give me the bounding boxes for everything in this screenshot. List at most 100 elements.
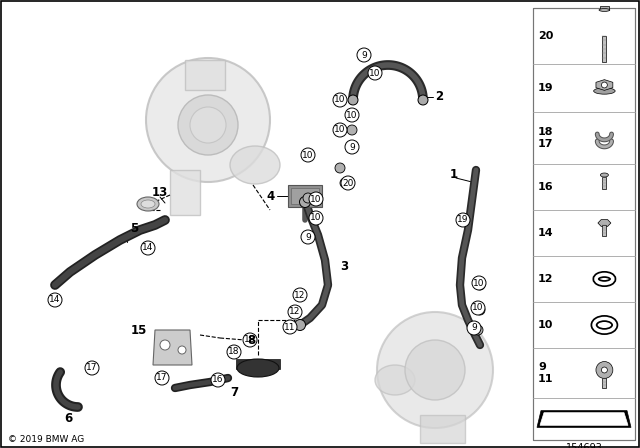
Text: 14: 14 (49, 296, 61, 305)
Circle shape (155, 371, 169, 385)
Ellipse shape (137, 197, 159, 211)
Text: 10: 10 (334, 125, 346, 134)
Circle shape (347, 143, 357, 153)
Text: 10: 10 (472, 303, 484, 313)
Text: 10: 10 (346, 111, 358, 120)
Text: 10: 10 (473, 279, 484, 288)
Text: 9: 9 (361, 51, 367, 60)
Circle shape (596, 362, 613, 379)
Ellipse shape (594, 88, 615, 94)
Bar (533, 64, 635, 112)
Text: 11: 11 (284, 323, 296, 332)
Text: 10: 10 (302, 151, 314, 159)
Circle shape (467, 321, 481, 335)
Circle shape (341, 176, 355, 190)
Ellipse shape (375, 365, 415, 395)
Circle shape (211, 373, 225, 387)
Polygon shape (153, 330, 192, 365)
Circle shape (310, 195, 320, 205)
Circle shape (602, 82, 607, 88)
Bar (533, 256, 635, 302)
Circle shape (293, 288, 307, 302)
Bar (420, 415, 465, 443)
Circle shape (309, 211, 323, 225)
Text: 12: 12 (294, 290, 306, 300)
Bar (602, 177, 607, 189)
Text: © 2019 BMW AG: © 2019 BMW AG (8, 435, 84, 444)
Circle shape (418, 95, 428, 105)
Text: 13: 13 (152, 186, 168, 199)
Bar (600, 7, 609, 10)
Text: 18
17: 18 17 (538, 127, 554, 149)
Bar (533, 302, 635, 348)
Text: 10: 10 (310, 214, 322, 223)
Text: 3: 3 (340, 260, 348, 273)
Text: 20: 20 (538, 31, 554, 41)
Ellipse shape (600, 173, 609, 177)
Text: 7: 7 (230, 385, 238, 399)
Circle shape (335, 163, 345, 173)
Circle shape (347, 125, 357, 135)
Text: 19: 19 (538, 83, 554, 93)
Circle shape (178, 95, 238, 155)
Circle shape (309, 192, 323, 206)
Text: 8: 8 (247, 333, 255, 346)
Text: 12: 12 (289, 307, 301, 316)
Text: 18: 18 (244, 336, 256, 345)
Bar (602, 379, 607, 388)
Circle shape (294, 319, 305, 331)
Circle shape (160, 340, 170, 350)
Circle shape (303, 193, 313, 203)
Text: 16: 16 (212, 375, 224, 384)
Circle shape (301, 148, 315, 162)
Bar (533, 8, 635, 440)
Bar (533, 112, 635, 164)
Circle shape (475, 280, 485, 290)
Circle shape (602, 367, 607, 373)
Text: 15: 15 (131, 323, 147, 336)
Bar (602, 36, 607, 62)
Text: 5: 5 (130, 221, 138, 234)
Circle shape (141, 241, 155, 255)
Circle shape (301, 230, 315, 244)
Text: 19: 19 (457, 215, 468, 224)
Bar (533, 348, 635, 398)
Bar (170, 170, 200, 215)
Polygon shape (540, 413, 628, 425)
Circle shape (243, 333, 257, 347)
Bar (533, 164, 635, 210)
Circle shape (85, 361, 99, 375)
Bar (533, 8, 635, 64)
Circle shape (302, 150, 312, 160)
Text: 10: 10 (369, 69, 381, 78)
Ellipse shape (141, 200, 155, 208)
Circle shape (357, 48, 371, 62)
Text: 9
11: 9 11 (538, 362, 554, 384)
Circle shape (333, 93, 347, 107)
Circle shape (190, 107, 226, 143)
Circle shape (456, 213, 470, 227)
Text: 10: 10 (334, 95, 346, 104)
Circle shape (377, 312, 493, 428)
Circle shape (368, 66, 382, 80)
Polygon shape (596, 80, 613, 90)
Circle shape (178, 346, 186, 354)
Text: 2: 2 (435, 90, 443, 103)
Bar (533, 398, 635, 440)
Circle shape (48, 293, 62, 307)
Text: 10: 10 (538, 320, 554, 330)
Text: 9: 9 (349, 142, 355, 151)
Circle shape (472, 276, 486, 290)
Text: 9: 9 (305, 233, 311, 241)
Circle shape (227, 345, 241, 359)
Circle shape (146, 58, 270, 182)
Text: 1: 1 (450, 168, 458, 181)
Text: 16: 16 (538, 182, 554, 192)
Circle shape (405, 340, 465, 400)
Circle shape (473, 325, 483, 335)
Polygon shape (598, 220, 611, 226)
Text: 14: 14 (538, 228, 554, 238)
Circle shape (288, 305, 302, 319)
Text: 154693: 154693 (566, 443, 602, 448)
Bar (288, 185, 322, 207)
